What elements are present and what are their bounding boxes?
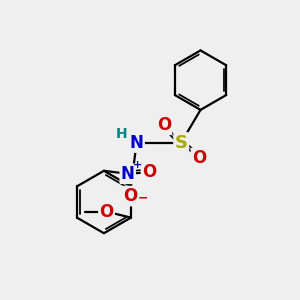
Text: O: O [100,203,114,221]
Text: N: N [121,165,135,183]
Text: O: O [142,163,156,181]
Text: −: − [137,191,148,204]
Text: N: N [130,134,144,152]
Text: H: H [116,127,128,141]
Text: S: S [175,134,188,152]
Text: O: O [124,187,138,205]
Text: +: + [133,160,142,170]
Text: O: O [192,149,206,167]
Text: O: O [157,116,171,134]
